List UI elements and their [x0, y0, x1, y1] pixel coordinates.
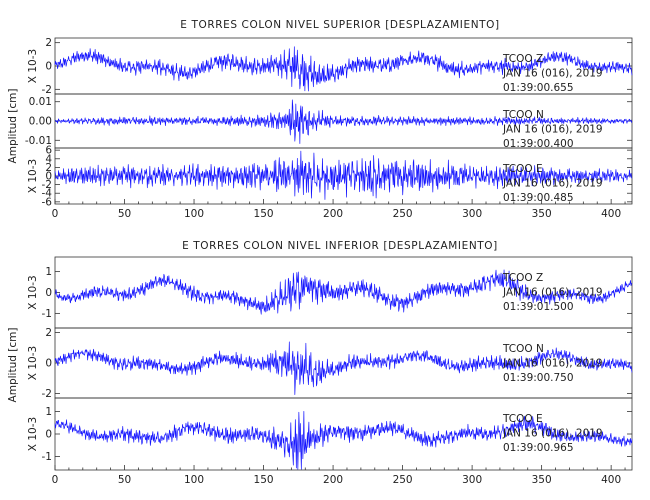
- x-tick-label: 300: [462, 208, 482, 220]
- x-tick-label: 300: [462, 474, 482, 486]
- x-tick-label: 100: [184, 208, 204, 220]
- waveform-trace: [54, 269, 633, 315]
- y-tick-label: -6: [42, 196, 53, 208]
- lower-figure-title: E TORRES COLON NIVEL INFERIOR [DESPLAZAM…: [182, 240, 498, 252]
- y-tick-label: 4: [45, 153, 52, 165]
- station-label-line: TCOO E: [502, 413, 543, 425]
- x-tick-label: 200: [323, 474, 343, 486]
- x-tick-label: 0: [52, 474, 59, 486]
- y-tick-label: 0: [45, 358, 52, 370]
- x-tick-label: 50: [118, 208, 131, 220]
- panel-1-2: -1 0 1 X 10-3 TCOO E JAN 16 (016), 2019 01:39:…: [27, 397, 633, 471]
- x-tick-label: 250: [393, 474, 413, 486]
- x-tick-label: 50: [118, 474, 131, 486]
- station-label-line: JAN 16 (016), 2019: [502, 287, 603, 299]
- y-tick-label: 2: [45, 327, 52, 339]
- panel-1-0: -1 0 1 X 10-3 TCOO Z JAN 16 (016), 2019 01:39:…: [27, 256, 633, 329]
- y-tick-label: 6: [45, 145, 52, 157]
- y-multiplier-label: X 10-3: [27, 346, 39, 380]
- station-label-line: TCOO N: [502, 109, 544, 121]
- waveform-trace: [54, 99, 633, 144]
- station-label-line: TCOO N: [502, 343, 544, 355]
- x-axis: 0 50 100 150 200 250 300 350 400: [52, 199, 626, 220]
- station-label-line: 01:39:00.750: [503, 372, 574, 384]
- x-tick-label: 200: [323, 208, 343, 220]
- station-label-line: JAN 16 (016), 2019: [502, 124, 603, 136]
- y-tick-label: 1: [45, 266, 52, 278]
- x-tick-label: 350: [532, 474, 552, 486]
- y-tick-label: -2: [42, 179, 52, 191]
- station-label-line: TCOO Z: [502, 53, 543, 65]
- y-multiplier-label: X 10-3: [27, 417, 39, 451]
- y-tick-label: 0.00: [29, 116, 52, 128]
- y-tick-label: 0: [45, 171, 52, 183]
- waveform-trace: [54, 341, 633, 395]
- station-label-line: TCOO Z: [502, 272, 543, 284]
- waveform-trace: [54, 46, 633, 92]
- waveform-trace: [54, 150, 633, 200]
- y-tick-label: 0.01: [29, 96, 52, 108]
- panel-1-1: -2 0 2 X 10-3 TCOO N JAN 16 (016), 2019 01:39:…: [27, 327, 633, 400]
- station-label-line: 01:39:00.655: [503, 82, 574, 94]
- x-tick-label: 150: [254, 474, 274, 486]
- station-label-line: JAN 16 (016), 2019: [502, 178, 603, 190]
- y-tick-label: -2: [42, 388, 52, 400]
- y-multiplier-label: X 10-3: [27, 49, 39, 83]
- upper-figure: E TORRES COLON NIVEL SUPERIOR [DESPLAZAM…: [7, 19, 633, 220]
- y-tick-label: -1: [42, 451, 52, 463]
- station-label-line: 01:39:00.485: [503, 192, 574, 204]
- station-label-line: JAN 16 (016), 2019: [502, 68, 603, 80]
- x-tick-label: 250: [393, 208, 413, 220]
- y-tick-label: -2: [42, 84, 52, 96]
- y-multiplier-label: X 10-3: [27, 275, 39, 309]
- y-multiplier-label: X 10-3: [27, 159, 39, 193]
- station-label-line: TCOO E: [502, 163, 543, 175]
- x-tick-label: 0: [52, 208, 59, 220]
- station-label-line: 01:39:00.965: [503, 442, 574, 454]
- y-tick-label: -4: [42, 188, 53, 200]
- y-tick-label: 2: [45, 37, 52, 49]
- y-tick-label: -1: [42, 308, 52, 320]
- station-label-line: JAN 16 (016), 2019: [502, 358, 603, 370]
- panel-0-0: -2 0 2 X 10-3 TCOO Z JAN 16 (016), 2019 01:39:…: [27, 37, 633, 96]
- panel-0-1: -0.01 0.00 0.01 TCOO N JAN 16 (016), 2019 01:…: [25, 93, 633, 150]
- x-tick-label: 400: [601, 208, 621, 220]
- x-axis: 0 50 100 150 200 250 300 350 400: [52, 465, 626, 486]
- x-tick-label: 150: [254, 208, 274, 220]
- y-tick-label: 0: [45, 287, 52, 299]
- x-tick-label: 350: [532, 208, 552, 220]
- lower-figure: E TORRES COLON NIVEL INFERIOR [DESPLAZAM…: [7, 240, 633, 486]
- upper-figure-title: E TORRES COLON NIVEL SUPERIOR [DESPLAZAM…: [180, 19, 499, 31]
- y-tick-label: 0: [45, 429, 52, 441]
- y-tick-label: 2: [45, 162, 52, 174]
- station-label-line: 01:39:00.400: [503, 138, 574, 150]
- station-label-line: JAN 16 (016), 2019: [502, 428, 603, 440]
- lower-figure-ylabel: Amplitud [cm]: [7, 328, 19, 403]
- y-tick-label: 0: [45, 61, 52, 73]
- waveform-trace: [54, 411, 633, 470]
- station-label-line: 01:39:01.500: [503, 301, 574, 313]
- x-tick-label: 100: [184, 474, 204, 486]
- x-tick-label: 400: [601, 474, 621, 486]
- upper-figure-ylabel: Amplitud [cm]: [7, 89, 19, 164]
- y-tick-label: -0.01: [25, 135, 52, 147]
- y-tick-label: 1: [45, 406, 52, 418]
